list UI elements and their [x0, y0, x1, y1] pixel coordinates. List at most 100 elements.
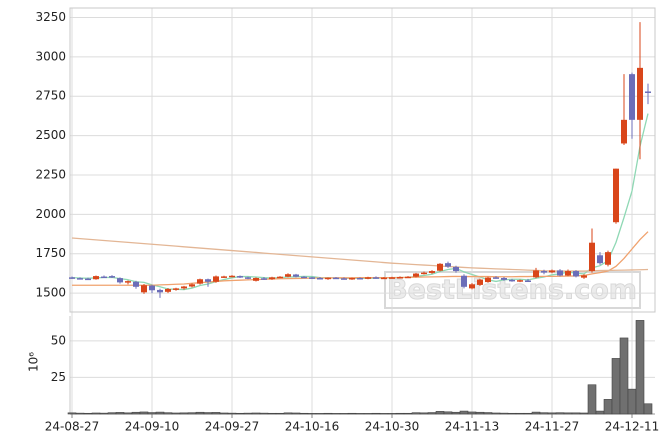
y-tick-label: 1750	[35, 246, 66, 260]
volume-bar	[187, 412, 197, 415]
volume-bar	[107, 412, 117, 415]
y-tick-label: 1500	[35, 286, 66, 300]
y-tick-label: 2500	[35, 128, 66, 142]
volume-bar	[427, 412, 437, 415]
candle-body	[413, 273, 419, 277]
y-tick-label: 50	[51, 333, 66, 347]
volume-bar	[515, 412, 525, 415]
candle-body	[445, 263, 451, 267]
volume-bar	[619, 337, 629, 415]
x-tick-label: 24-11-27	[525, 420, 579, 434]
watermark-box	[384, 271, 641, 309]
candle-body	[221, 276, 227, 278]
volume-bar	[579, 412, 589, 415]
candle-body	[133, 281, 139, 287]
candle-body	[405, 276, 411, 279]
candle-body	[533, 270, 539, 278]
volume-bar	[147, 412, 157, 415]
volume-bar	[307, 413, 317, 415]
volume-bar	[379, 413, 389, 415]
candle-body	[85, 278, 91, 281]
volume-bar	[219, 412, 229, 415]
volume-bar	[635, 320, 645, 415]
volume-bar	[587, 384, 597, 415]
volume-bar	[179, 412, 189, 415]
candle-body	[157, 289, 163, 293]
volume-bar	[451, 411, 461, 415]
candle-body	[525, 280, 531, 282]
volume-bar	[195, 411, 205, 415]
y-tick-label: 2000	[35, 207, 66, 221]
candle-body	[549, 270, 555, 273]
volume-bar	[595, 410, 605, 415]
volume-bar	[155, 411, 165, 415]
x-tick-label: 24-11-13	[445, 420, 499, 434]
candle-body	[101, 276, 107, 279]
y-tick-label: 3000	[35, 49, 66, 63]
candle-body	[197, 279, 203, 284]
candle-body	[605, 252, 611, 265]
volume-bar	[499, 412, 509, 415]
candle-body	[253, 277, 259, 281]
candle-body	[469, 284, 475, 289]
volume-bar	[611, 358, 621, 415]
volume-bar	[547, 412, 557, 415]
volume-bar	[291, 412, 301, 415]
volume-bar	[99, 412, 109, 415]
volume-bar	[467, 411, 477, 415]
candle-body	[285, 274, 291, 277]
candle-body	[429, 271, 435, 273]
candle-body	[485, 277, 491, 283]
volume-bar	[171, 412, 181, 415]
volume-bar	[83, 412, 93, 415]
volume-bar	[163, 412, 173, 415]
candle-body	[333, 277, 339, 280]
candle-body	[477, 279, 483, 285]
candle-body	[421, 272, 427, 275]
candle-body	[581, 275, 587, 278]
candle-body	[173, 288, 179, 290]
candle-body	[109, 276, 115, 278]
candle-body	[557, 270, 563, 276]
volume-bar	[227, 412, 237, 415]
volume-bar	[435, 411, 445, 415]
candle-body	[309, 277, 315, 279]
candle-body	[573, 271, 579, 277]
volume-bar	[323, 412, 333, 415]
volume-bar	[563, 412, 573, 415]
volume-bar	[371, 412, 381, 415]
candle-body	[453, 266, 459, 272]
candle-body	[165, 289, 171, 292]
volume-bar	[139, 411, 149, 415]
candle-body	[245, 277, 251, 279]
candle-body	[381, 277, 387, 280]
volume-bar	[387, 413, 397, 415]
volume-bar	[363, 413, 373, 415]
candle-body	[125, 281, 131, 283]
candle-body	[149, 285, 155, 291]
candle-body	[357, 277, 363, 280]
volume-bar	[523, 412, 533, 415]
volume-bar	[123, 412, 133, 415]
volume-bar	[131, 411, 141, 415]
volume-bar	[91, 412, 101, 415]
candle-body	[373, 277, 379, 279]
volume-bar	[539, 412, 549, 415]
candle-body	[293, 274, 299, 277]
volume-bar	[419, 412, 429, 415]
candle-body	[93, 276, 99, 280]
candle-body	[613, 168, 619, 223]
candle-body	[117, 278, 123, 283]
candle-body	[181, 286, 187, 289]
candle-body	[261, 278, 267, 280]
volume-bar	[283, 412, 293, 415]
candle-body	[629, 74, 635, 120]
candle-body	[645, 91, 651, 93]
volume-bar	[67, 412, 77, 415]
candle-body	[541, 271, 547, 273]
y-tick-label: 25	[51, 370, 66, 384]
volume-bar	[315, 413, 325, 415]
y-tick-label: 2750	[35, 89, 66, 103]
